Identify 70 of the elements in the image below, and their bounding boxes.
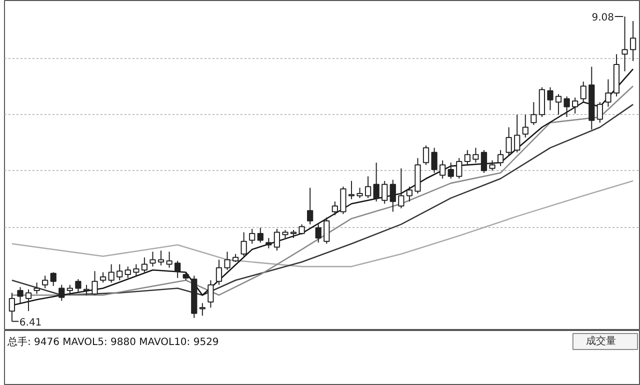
candlestick	[8, 292, 16, 322]
candlestick	[240, 232, 247, 257]
candlestick	[456, 158, 462, 180]
candlestick	[158, 250, 164, 266]
candlestick	[249, 228, 256, 244]
candlestick	[564, 96, 570, 118]
text: 总手: 9476 MAVOL5: 9880 MAVOL10: 9529	[6, 336, 219, 348]
candlestick	[83, 284, 90, 296]
candlestick	[42, 275, 48, 289]
candlestick	[406, 186, 413, 202]
candlestick	[522, 114, 528, 138]
candlestick	[382, 180, 388, 204]
candlestick	[257, 227, 264, 244]
candlestick	[266, 238, 272, 249]
candlestick	[332, 200, 338, 216]
candlestick	[100, 272, 106, 284]
candlestick	[92, 270, 98, 296]
candlestick	[530, 102, 537, 126]
candlestick	[274, 228, 280, 252]
candlestick	[440, 160, 446, 180]
candlestick	[17, 286, 24, 304]
candlestick	[547, 86, 554, 111]
annotation: 9.08	[592, 12, 614, 24]
candlestick	[116, 264, 123, 281]
candlestick	[464, 150, 470, 166]
candlestick	[224, 251, 230, 270]
candlestick	[398, 168, 404, 209]
candlestick	[596, 102, 603, 124]
candlestick	[174, 260, 181, 278]
candlestick	[50, 272, 56, 286]
candlestick	[34, 282, 40, 294]
candlestick	[166, 251, 172, 268]
candlestick	[75, 278, 82, 292]
candlestick	[25, 288, 32, 312]
candlestick	[630, 20, 636, 62]
candlestick	[448, 162, 454, 180]
candlestick	[572, 97, 578, 114]
candlestick	[124, 266, 131, 278]
candlestick	[422, 145, 430, 166]
candlestick	[315, 224, 322, 244]
candlestick	[373, 162, 380, 202]
candlestick	[324, 216, 330, 244]
candlestick	[555, 94, 562, 116]
candlestick	[340, 186, 346, 215]
candlestick	[348, 180, 355, 200]
text: 成交量	[586, 335, 616, 347]
candlestick	[356, 187, 363, 199]
candlestick	[66, 284, 73, 296]
candlestick	[141, 256, 148, 273]
candlestick	[150, 251, 156, 268]
candlestick	[208, 280, 214, 308]
candlestick	[497, 150, 504, 167]
candlestick	[605, 78, 612, 108]
candlestick	[108, 264, 114, 284]
annotation: 6.41	[19, 317, 42, 328]
candlestick	[580, 81, 586, 103]
candlestick	[390, 179, 396, 212]
candlestick	[472, 147, 479, 164]
candlestick	[364, 176, 372, 199]
candlestick	[298, 224, 305, 236]
candlestick	[514, 114, 520, 153]
candlestick	[431, 147, 438, 174]
candlestick	[506, 126, 512, 156]
candlestick	[307, 187, 314, 225]
candlestick	[489, 160, 496, 172]
candlestick	[480, 150, 488, 174]
candlestick	[216, 259, 222, 286]
candlestick	[58, 284, 65, 302]
candlestick	[199, 302, 206, 316]
candlestick	[133, 264, 140, 276]
